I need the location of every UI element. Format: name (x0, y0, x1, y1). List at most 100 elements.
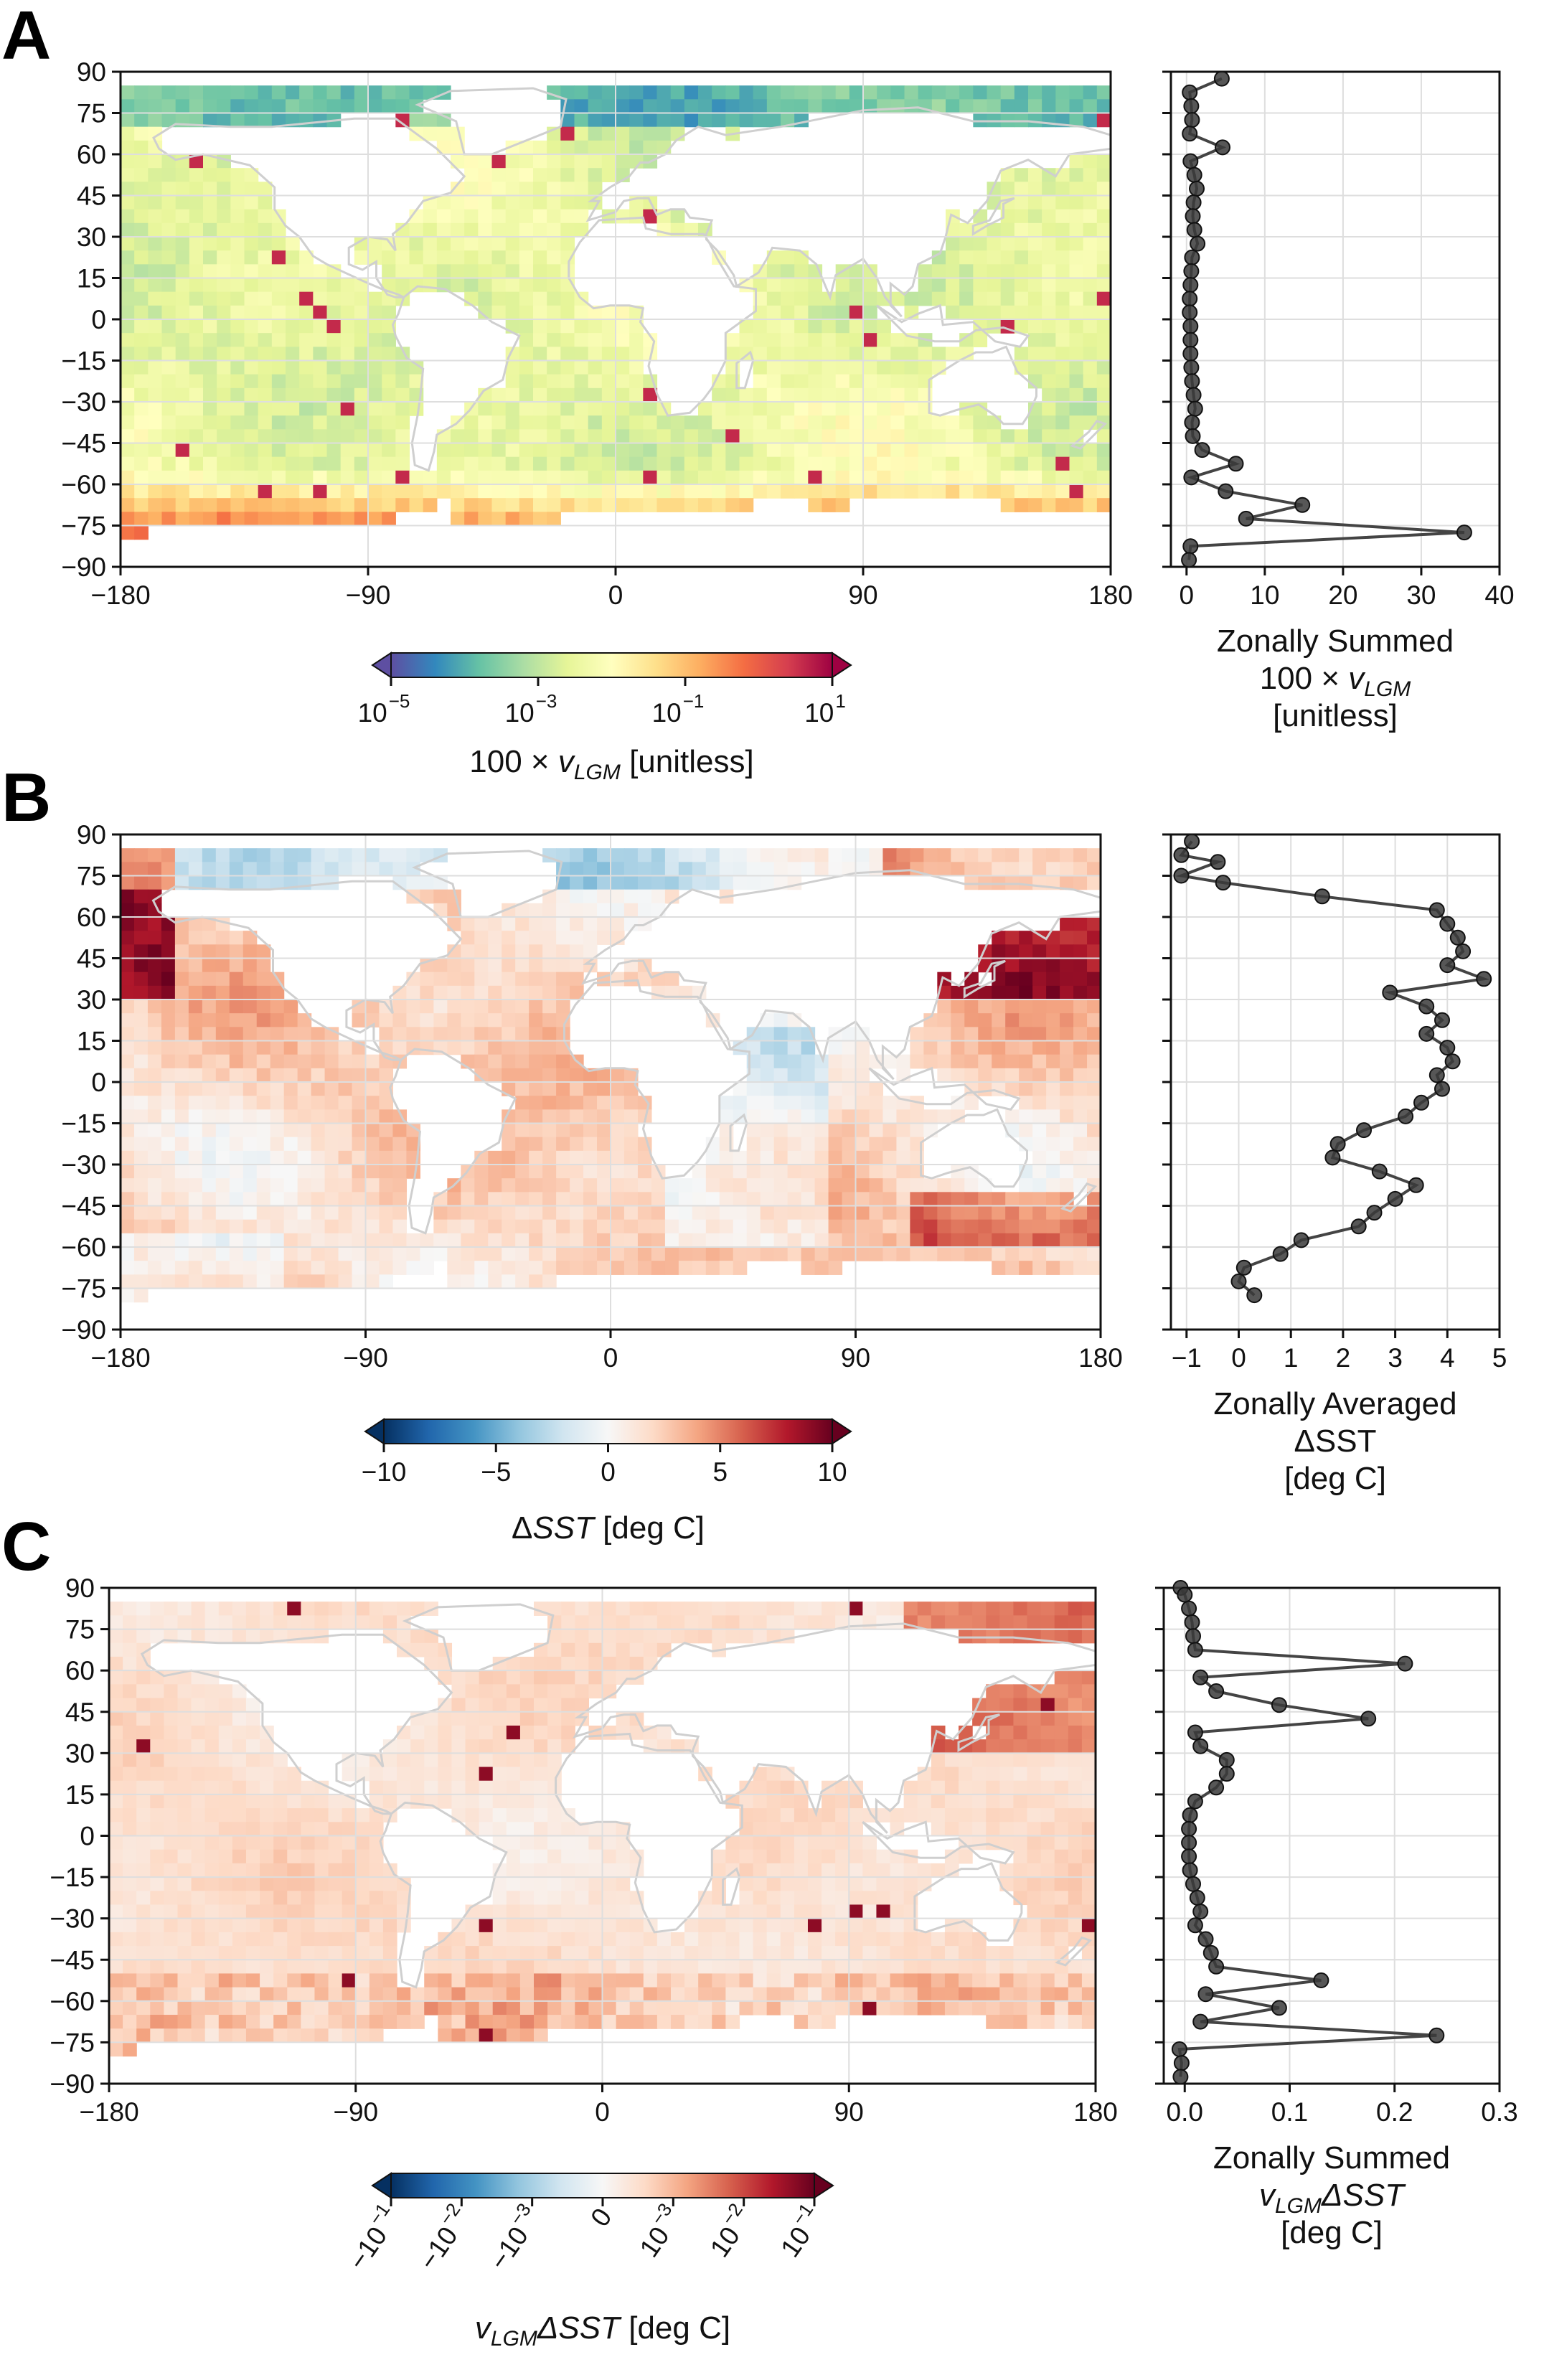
heatmap-cell (492, 1753, 507, 1768)
heatmap-cell (328, 1835, 343, 1850)
heatmap-cell (1000, 168, 1015, 182)
heatmap-cell (352, 1150, 367, 1165)
heatmap-cell (1040, 1794, 1055, 1809)
heatmap-cell (602, 1877, 617, 1891)
heatmap-cell (134, 429, 149, 444)
heatmap-cell (964, 999, 979, 1014)
heatmap-cell (245, 1698, 260, 1713)
heatmap-cell (424, 1739, 438, 1754)
heatmap-cell (286, 237, 300, 251)
heatmap-cell (271, 484, 286, 499)
heatmap-cell (203, 113, 217, 128)
heatmap-cell (1032, 1054, 1047, 1069)
heatmap-cell (637, 1233, 652, 1248)
heatmap-cell (474, 1219, 489, 1234)
heatmap-cell (451, 1794, 466, 1809)
heatmap-cell (478, 182, 493, 197)
heatmap-cell (822, 305, 837, 320)
heatmap-cell (808, 99, 823, 114)
heatmap-cell (287, 1767, 301, 1782)
heatmap-cell (297, 1096, 312, 1110)
heatmap-cell (436, 222, 451, 237)
heatmap-cell (1027, 1601, 1042, 1616)
heatmap-cell (601, 498, 616, 512)
heatmap-cell (177, 1891, 192, 1906)
heatmap-cell (136, 1960, 151, 1975)
heatmap-cell (712, 387, 726, 403)
heatmap-cell (534, 1822, 548, 1837)
heatmap-cell (215, 1205, 230, 1220)
heatmap-cell (951, 1192, 965, 1207)
heatmap-cell (161, 958, 176, 973)
heatmap-cell (121, 958, 135, 973)
heatmap-cell (515, 1054, 529, 1069)
profile-x-tick-label: 0 (1231, 1343, 1246, 1373)
heatmap-cell (616, 1932, 631, 1947)
heatmap-cell (992, 1219, 1006, 1234)
heatmap-cell (588, 429, 603, 444)
heatmap-cell (382, 85, 396, 100)
heatmap-cell (326, 319, 342, 334)
heatmap-cell (270, 1068, 285, 1083)
heatmap-cell (392, 1123, 408, 1138)
heatmap-cell (491, 498, 507, 512)
heatmap-cell (560, 443, 575, 458)
heatmap-cell (287, 1849, 301, 1864)
heatmap-cell (328, 1794, 343, 1809)
heatmap-cell (133, 985, 149, 1000)
heatmap-cell (814, 1233, 829, 1248)
heatmap-cell (1040, 1835, 1055, 1850)
profile-x-tick-label: 3 (1388, 1343, 1403, 1373)
heatmap-cell (174, 1261, 189, 1275)
heatmap-cell (474, 1054, 489, 1069)
heatmap-cell (299, 470, 314, 485)
heatmap-cell (910, 1219, 924, 1234)
heatmap-cell (992, 999, 1006, 1014)
heatmap-cell (656, 113, 672, 128)
heatmap-cell (177, 1684, 192, 1699)
heatmap-cell (978, 1233, 992, 1248)
heatmap-cell (814, 1205, 829, 1220)
heatmap-cell (245, 1767, 260, 1782)
heatmap-cell (910, 1040, 924, 1055)
heatmap-cell (256, 972, 271, 987)
heatmap-cell (574, 443, 589, 458)
heatmap-cell (461, 1219, 475, 1234)
heatmap-cell (1019, 1261, 1033, 1275)
panel-c: −180 −90 0 90 1809075604530150−15−30−45−60−7… (50, 1574, 1517, 2351)
heatmap-cell (1005, 985, 1020, 1000)
heatmap-cell (147, 889, 162, 904)
heatmap-cell (204, 1863, 220, 1878)
heatmap-cell (271, 498, 286, 512)
heatmap-cell (794, 85, 809, 100)
heatmap-cell (191, 1739, 206, 1754)
heatmap-cell (787, 1233, 802, 1248)
heatmap-cell (258, 291, 273, 306)
heatmap-cell (461, 1040, 475, 1055)
heatmap-cell (479, 1794, 494, 1809)
heatmap-cell (133, 1219, 149, 1234)
heatmap-cell (787, 1054, 802, 1069)
heatmap-cell (491, 222, 507, 237)
heatmap-cell (822, 470, 837, 485)
heatmap-cell (283, 1205, 298, 1220)
heatmap-cell (1032, 944, 1047, 959)
heatmap-cell (822, 1973, 836, 1988)
heatmap-cell (203, 291, 217, 306)
heatmap-cell (491, 168, 507, 182)
heatmap-cell (678, 862, 693, 877)
heatmap-cell (629, 1946, 644, 1960)
heatmap-cell (189, 498, 204, 512)
heatmap-cell (175, 387, 190, 403)
heatmap-cell (273, 1615, 288, 1630)
heatmap-cell (121, 1288, 135, 1303)
heatmap-cell (392, 1192, 408, 1207)
heatmap-cell (787, 1165, 802, 1179)
heatmap-cell (822, 99, 837, 114)
heatmap-cell (814, 1192, 829, 1207)
heatmap-cell (133, 1274, 149, 1289)
heatmap-cell (134, 319, 149, 334)
map-y-tick-label: 30 (77, 985, 106, 1015)
heatmap-cell (447, 1013, 461, 1027)
heatmap-cell (229, 1150, 244, 1165)
